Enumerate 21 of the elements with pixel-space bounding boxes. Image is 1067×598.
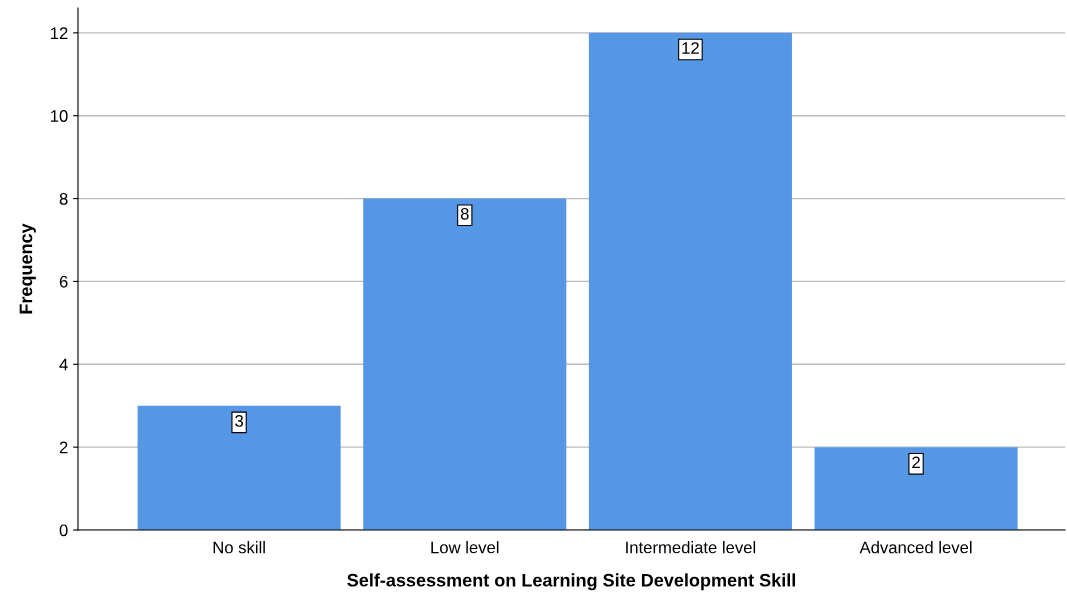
bar bbox=[588, 32, 792, 530]
x-axis-title: Self-assessment on Learning Site Development Skill bbox=[347, 573, 795, 591]
bar bbox=[814, 447, 1018, 530]
y-tick-label: 10 bbox=[51, 110, 68, 122]
x-tick-label: No skill bbox=[213, 541, 265, 554]
bar bbox=[363, 198, 567, 530]
x-tick-label: Low level bbox=[431, 541, 499, 554]
data-label: 3 bbox=[235, 415, 244, 427]
y-tick-label: 0 bbox=[59, 524, 68, 537]
x-tick-label: Intermediate level bbox=[626, 541, 756, 554]
data-label: 2 bbox=[912, 456, 920, 469]
bar bbox=[137, 405, 341, 530]
data-label: 12 bbox=[682, 42, 699, 54]
y-tick-label: 8 bbox=[59, 192, 68, 205]
y-axis-title: Frequency bbox=[19, 223, 36, 314]
y-tick-label: 4 bbox=[59, 358, 68, 371]
x-tick-label: Advanced level bbox=[859, 541, 972, 554]
y-tick-label: 6 bbox=[59, 275, 68, 288]
data-label: 8 bbox=[460, 207, 469, 220]
y-tick-label: 12 bbox=[51, 27, 68, 39]
y-tick-label: 2 bbox=[59, 441, 68, 454]
